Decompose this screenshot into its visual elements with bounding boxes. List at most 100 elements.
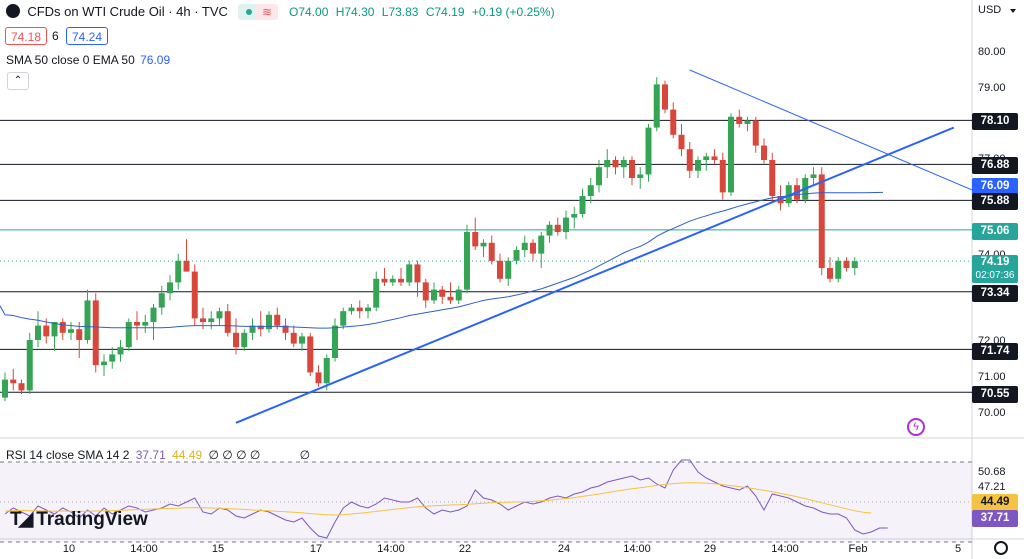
symbol-title[interactable]: CFDs on WTI Crude Oil · 4h · TVC — [27, 4, 228, 19]
candle-body — [851, 261, 858, 268]
trendline-falling — [689, 69, 1004, 204]
candle-body — [224, 311, 231, 333]
rsi-empty-values: ∅ ∅ ∅ ∅ — [208, 448, 261, 462]
candle-body — [678, 134, 685, 150]
level-tag: 73.34 — [972, 285, 1018, 302]
candle-body — [711, 156, 718, 160]
candle-body — [290, 332, 297, 344]
level-tag: 76.88 — [972, 157, 1018, 174]
candle-body — [455, 289, 462, 301]
price-axis-label: 79.00 — [978, 82, 1006, 94]
candle-body — [183, 260, 190, 272]
candle-body — [299, 336, 305, 344]
candle-body — [167, 282, 173, 294]
candle-body — [645, 127, 652, 175]
rsi-sma-line — [4, 482, 872, 516]
candle-body — [719, 160, 726, 193]
buy-button[interactable]: 74.24 — [66, 27, 109, 45]
lightning-icon[interactable]: ϟ — [907, 418, 925, 436]
candle-body — [373, 278, 380, 308]
candle-body — [431, 289, 437, 301]
candle-body — [59, 322, 66, 333]
delay-icon[interactable]: ≋ — [256, 4, 278, 20]
candle-body — [785, 185, 792, 204]
candle-body — [703, 156, 710, 160]
sma-value: 76.09 — [140, 53, 171, 67]
candle-body — [134, 322, 140, 326]
sma-label: SMA 50 close 0 EMA 50 — [6, 53, 135, 67]
candle-body — [332, 325, 338, 358]
tradingview-logo-text: TradingView — [36, 509, 148, 530]
ema-price-tag: 76.09 — [972, 178, 1018, 195]
candle-body — [629, 160, 635, 178]
price-axis-label: 71.00 — [978, 371, 1006, 383]
candle-body — [340, 311, 347, 326]
candle-body — [76, 329, 83, 340]
level-tag: 70.55 — [972, 386, 1018, 403]
candle-body — [84, 300, 91, 340]
last-price: 74.19 — [980, 256, 1010, 268]
candle-body — [233, 332, 239, 348]
candle-body — [752, 120, 759, 146]
candle-body — [587, 185, 594, 196]
candle-body — [521, 242, 528, 250]
rsi-tag: 37.71 — [972, 510, 1018, 527]
symbol-header: CFDs on WTI Crude Oil · 4h · TVC — [6, 4, 228, 19]
tradingview-logo[interactable]: T◢ TradingView — [10, 508, 148, 531]
settings-gear-icon[interactable] — [994, 541, 1008, 555]
time-axis-label: 17 — [309, 543, 323, 555]
symbol-logo-icon — [6, 4, 20, 18]
candle-body — [843, 260, 850, 268]
rsi-line — [4, 459, 888, 539]
high-value: H74.30 — [335, 5, 375, 19]
candle-body — [266, 314, 272, 330]
time-axis-label: 5 — [954, 543, 962, 555]
candle-body — [422, 282, 429, 301]
candle-body — [307, 336, 314, 373]
candle-body — [596, 167, 602, 186]
teal-level-tag: 75.06 — [972, 223, 1018, 240]
candle-body — [356, 307, 363, 312]
spread-value: 6 — [52, 29, 59, 43]
rsi-sma-value: 44.49 — [172, 448, 203, 462]
candle-body — [158, 293, 165, 308]
rsi-value: 37.71 — [135, 448, 166, 462]
market-open-icon[interactable] — [238, 4, 260, 20]
time-axis-label: 22 — [458, 543, 472, 555]
candle-body — [497, 260, 503, 279]
candle-body — [513, 250, 520, 261]
collapse-chevron-icon[interactable]: ⌃ — [7, 72, 29, 90]
candle-body — [695, 160, 701, 171]
sma-legend[interactable]: SMA 50 close 0 EMA 50 76.09 — [6, 53, 170, 67]
candle-body — [571, 214, 578, 218]
candle-body — [464, 232, 470, 290]
candle-body — [835, 260, 842, 279]
candle-body — [554, 224, 561, 232]
candle-body — [191, 271, 198, 319]
currency-label[interactable]: USD — [978, 4, 1002, 16]
candle-body — [10, 379, 17, 384]
rsi-sma-tag: 44.49 — [972, 494, 1018, 511]
candle-body — [472, 232, 479, 247]
candle-body — [662, 84, 668, 110]
candle-body — [315, 372, 322, 384]
time-axis-label: 14:00 — [130, 543, 158, 555]
open-value: O74.00 — [289, 5, 329, 19]
candle-body — [480, 242, 487, 247]
candle-body — [200, 318, 206, 322]
time-axis-label: Feb — [848, 543, 868, 555]
candle-body — [26, 340, 33, 391]
ohlc-values: O74.00 H74.30 L73.83 C74.19 +0.19 (+0.25… — [289, 5, 555, 19]
time-axis-label: 29 — [703, 543, 717, 555]
candle-body — [612, 160, 619, 168]
candle-body — [282, 325, 289, 333]
sell-button[interactable]: 74.18 — [5, 27, 48, 45]
currency-dropdown-icon[interactable] — [1010, 9, 1016, 13]
candle-body — [274, 314, 281, 326]
candle-body — [150, 307, 157, 322]
candle-body — [761, 145, 767, 160]
rsi-legend[interactable]: RSI 14 close SMA 14 2 37.71 44.49 ∅ ∅ ∅ … — [6, 448, 310, 462]
candle-body — [579, 196, 586, 214]
candle-body — [35, 325, 41, 340]
